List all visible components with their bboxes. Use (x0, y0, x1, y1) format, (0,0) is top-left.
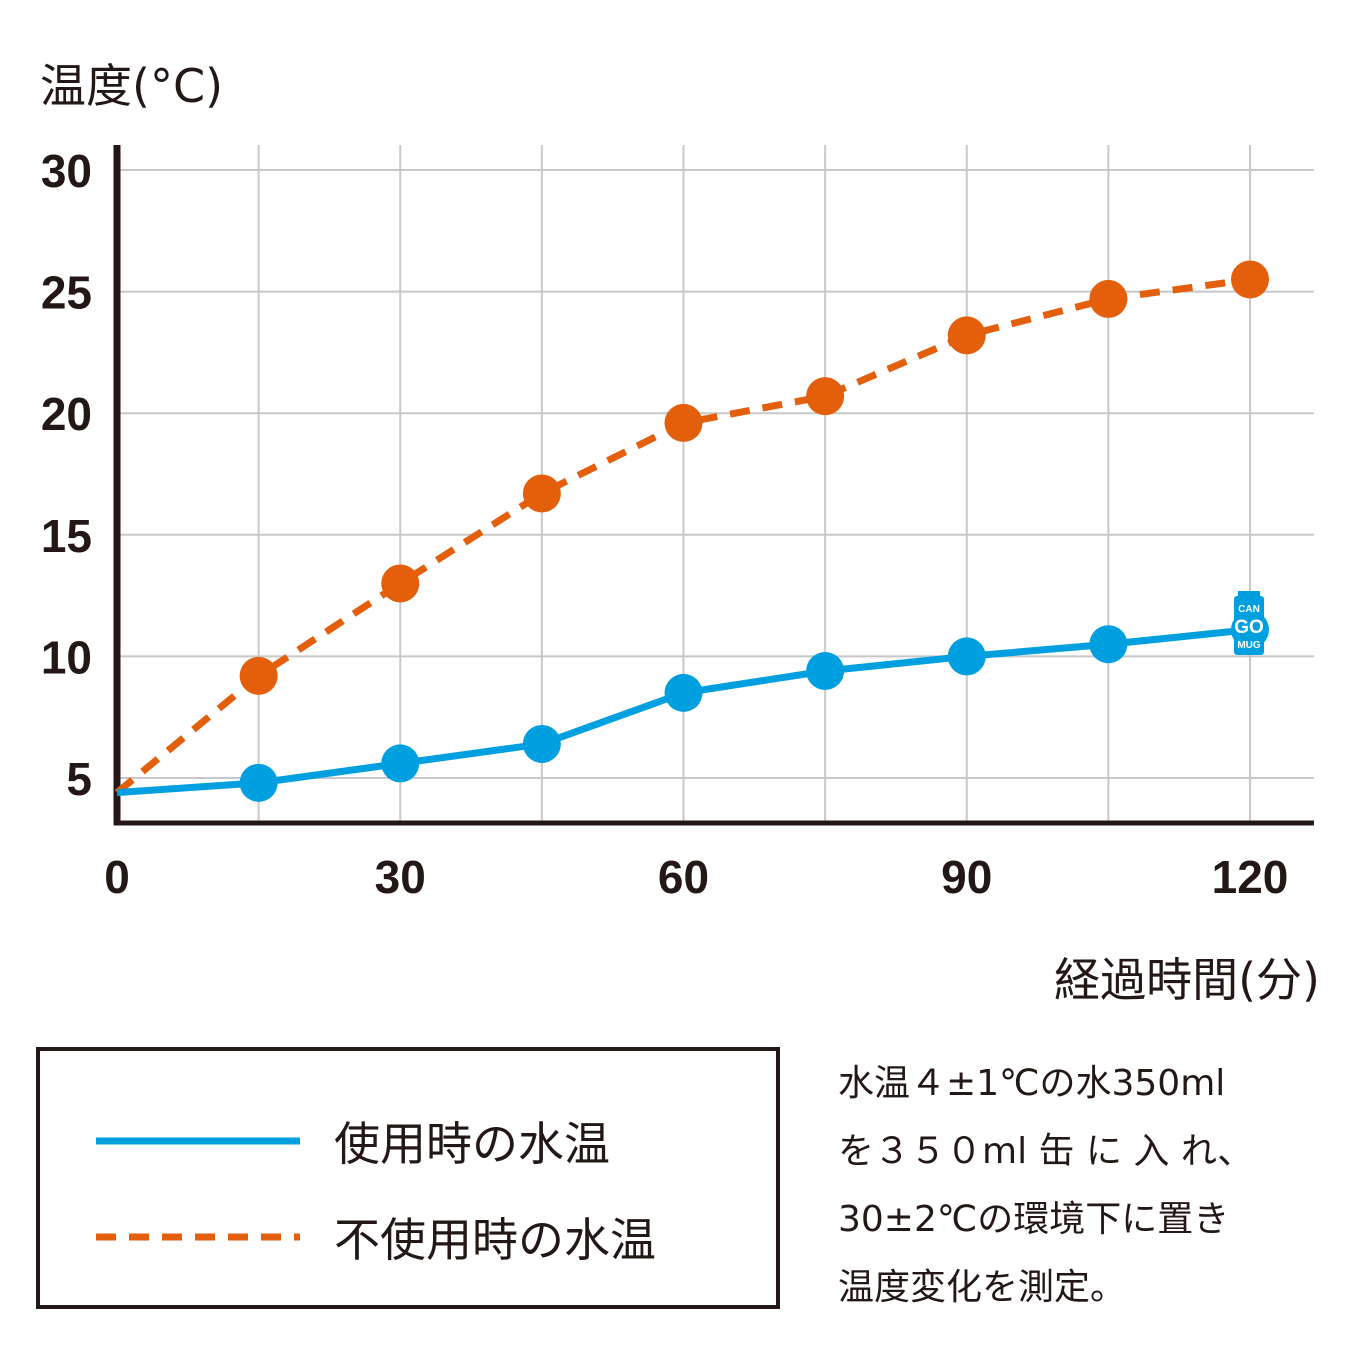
legend-swatch-solid (96, 1137, 300, 1145)
legend-item-unused: 不使用時の水温 (94, 1207, 656, 1267)
data-point (947, 316, 986, 355)
data-point (381, 744, 420, 783)
note-line-4: 温度変化を測定。 (838, 1267, 1127, 1308)
note-line-3: 30±2℃の環境下に置き (838, 1199, 1230, 1240)
x-axis-label: 経過時間(分) (1054, 953, 1320, 1007)
line-chart: 0 30 60 90 120 5 10 15 20 25 30 CAN GO MUG (41, 145, 1314, 903)
can-go-mug-logo: CAN GO MUG (1234, 591, 1264, 655)
data-point (947, 637, 986, 676)
y-tick-label: 5 (66, 753, 92, 805)
x-tick-label: 30 (375, 851, 426, 903)
axes (113, 145, 1314, 826)
logo-line3: MUG (1237, 640, 1261, 651)
y-tick-label: 20 (41, 388, 92, 440)
data-point (664, 673, 703, 712)
legend: 使用時の水温 不使用時の水温 (36, 1047, 780, 1309)
legend-label-used: 使用時の水温 (334, 1117, 610, 1171)
legend-label-unused: 不使用時の水温 (334, 1213, 656, 1267)
y-tick-label: 25 (41, 267, 92, 319)
x-tick-label: 0 (104, 851, 130, 903)
x-tick-label: 60 (658, 851, 709, 903)
y-axis-label: 温度(°C) (40, 59, 224, 113)
note-line-2: を３５０ml 缶 に 入 れ、 (838, 1131, 1254, 1172)
logo-line1: CAN (1238, 604, 1260, 615)
logo-line2: GO (1234, 617, 1264, 638)
x-ticks: 0 30 60 90 120 (104, 851, 1288, 903)
y-tick-label: 10 (41, 631, 92, 683)
series-group (114, 260, 1269, 802)
series-used (116, 610, 1269, 802)
data-point (381, 564, 420, 603)
legend-swatch-dashed (96, 1233, 300, 1241)
data-point (239, 656, 278, 695)
y-tick-label: 15 (41, 510, 92, 562)
x-tick-label: 120 (1212, 851, 1289, 903)
data-point (1231, 260, 1269, 299)
note-line-1: 水温４±1℃の水350ml (838, 1063, 1226, 1104)
data-point (806, 377, 845, 416)
data-point (239, 763, 278, 802)
x-tick-label: 90 (941, 851, 992, 903)
grid (117, 145, 1314, 823)
data-point (1089, 279, 1128, 318)
data-point (664, 403, 703, 442)
data-point (1089, 625, 1128, 664)
measurement-note: 水温４±1℃の水350ml を３５０ml 缶 に 入 れ、 30±2℃の環境下に… (838, 1050, 1328, 1322)
y-tick-label: 30 (41, 145, 92, 197)
series-unused (114, 260, 1269, 796)
data-point (806, 651, 845, 690)
y-ticks: 5 10 15 20 25 30 (41, 145, 92, 805)
legend-item-used: 使用時の水温 (94, 1111, 610, 1171)
data-point (522, 724, 561, 763)
data-point (522, 474, 561, 513)
